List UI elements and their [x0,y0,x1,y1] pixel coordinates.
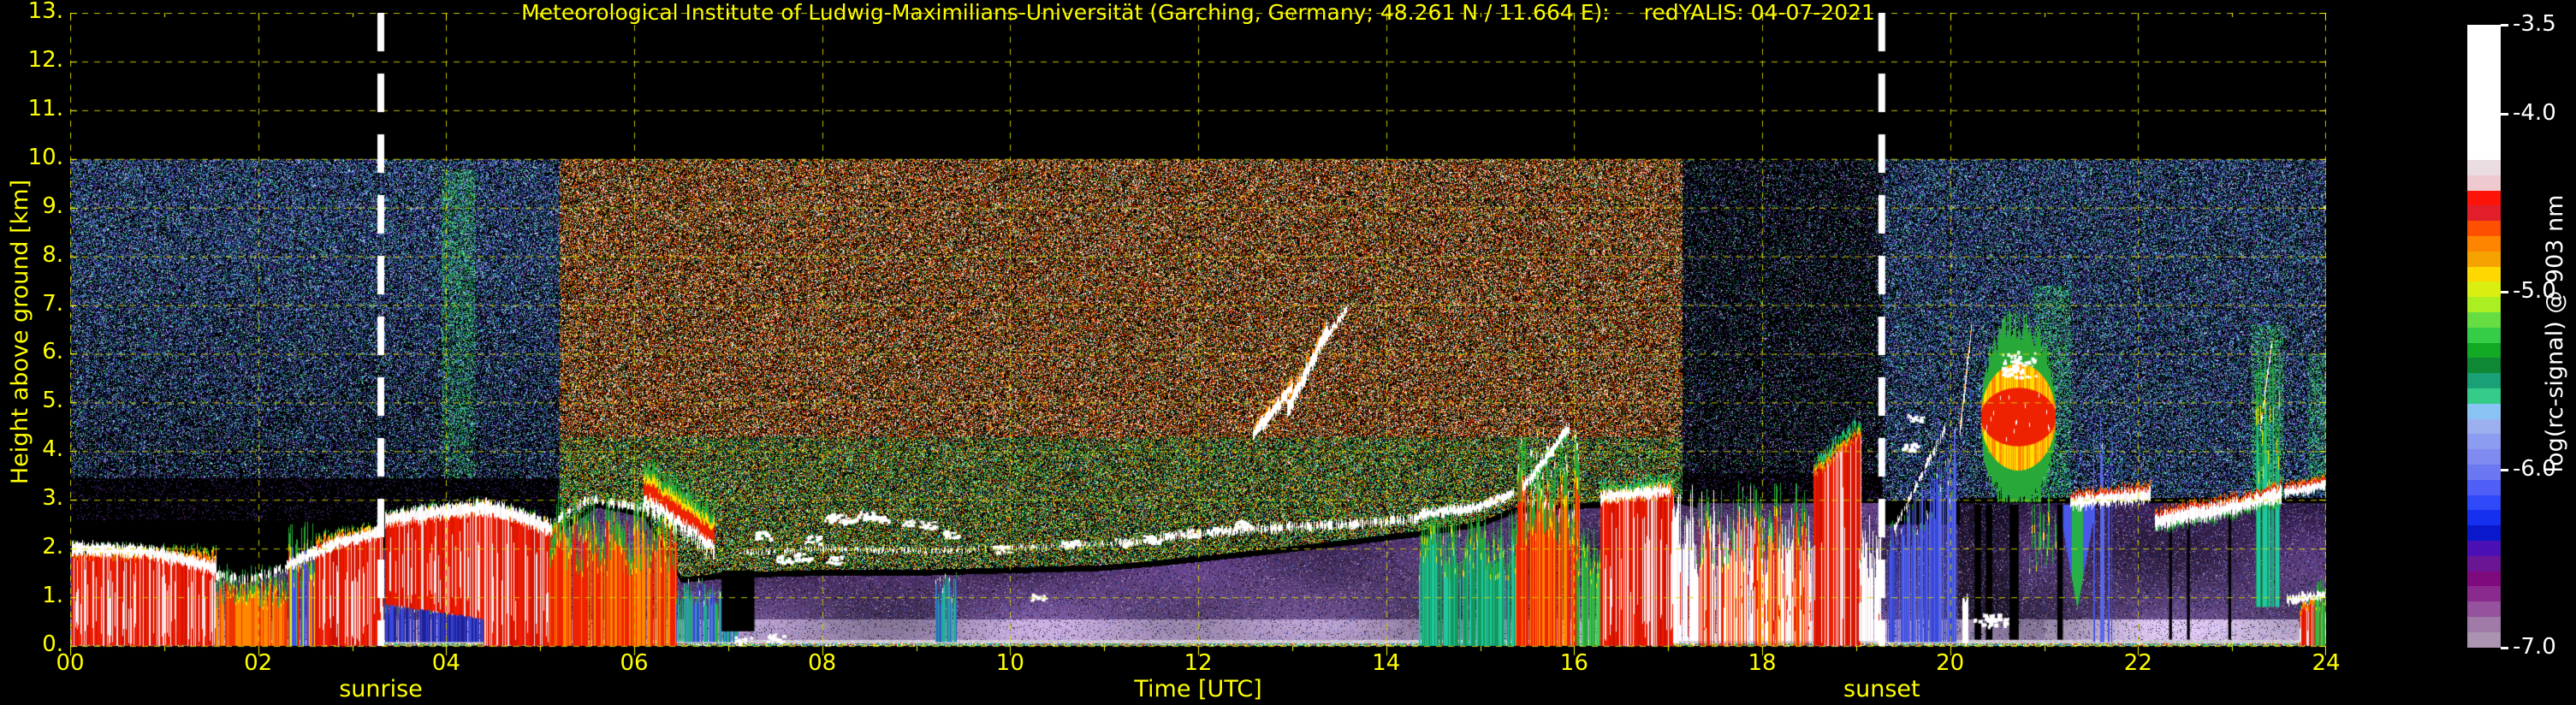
colorbar-band-24 [2467,510,2501,526]
colorbar-band-15 [2467,373,2501,388]
colorbar-band-3 [2467,190,2501,206]
sunrise-annotation: sunrise [339,676,423,702]
sunset-annotation: sunset [1843,676,1920,702]
colorbar-band-4 [2467,205,2501,222]
colorbar-band-5 [2467,221,2501,236]
colorbar-band-31 [2467,616,2501,632]
colorbar-band-6 [2467,235,2501,252]
colorbar-band-9 [2467,281,2501,298]
y-tick-label-13: 13. [27,0,63,24]
colorbar-band-10 [2467,297,2501,312]
colorbar-band-1 [2467,160,2501,175]
colorbar-band-0 [2467,25,2501,160]
y-tick-label-3: 3. [42,485,63,512]
colorbar-tick-label--3.5: -3.5 [2513,11,2556,37]
colorbar-band-19 [2467,434,2501,450]
colorbar-band-23 [2467,495,2501,511]
x-tick-label-02: 02 [244,650,273,676]
y-tick-label-4: 4. [42,436,63,463]
y-tick-label-6: 6. [42,339,63,365]
y-tick-label-5: 5. [42,388,63,414]
colorbar-tick--6.0 [2501,469,2508,471]
colorbar-title: log(rc-signal) @ 903 nm [2542,194,2568,473]
colorbar-band-21 [2467,464,2501,480]
y-tick-label-10: 10. [27,144,63,170]
colorbar-band-2 [2467,175,2501,191]
colorbar-band-7 [2467,251,2501,267]
colorbar-band-20 [2467,449,2501,465]
x-tick-label-06: 06 [620,650,649,676]
colorbar-band-30 [2467,601,2501,617]
colorbar-band-29 [2467,586,2501,602]
colorbar-band-22 [2467,479,2501,495]
colorbar-band-28 [2467,571,2501,587]
colorbar-band-14 [2467,358,2501,374]
colorbar-tick--3.5 [2501,24,2508,27]
colorbar-band-13 [2467,342,2501,358]
x-tick-label-14: 14 [1372,650,1401,676]
y-tick-label-0: 0. [42,631,63,657]
colorbar-band-32 [2467,631,2501,648]
y-tick-label-8: 8. [42,241,63,268]
x-tick-label-24: 24 [2312,650,2341,676]
y-tick-label-2: 2. [42,534,63,560]
y-tick-label-12: 12. [27,46,63,73]
colorbar-tick--5.0 [2501,291,2508,293]
x-tick-label-04: 04 [431,650,460,676]
colorbar-band-26 [2467,540,2501,556]
y-tick-label-9: 9. [42,193,63,219]
colorbar-band-17 [2467,403,2501,419]
x-tick-label-20: 20 [1936,650,1965,676]
colorbar-tick-label--6.0: -6.0 [2513,456,2556,482]
y-tick-label-11: 11. [27,95,63,121]
colorbar-tick-label--7.0: -7.0 [2513,634,2556,660]
colorbar-band-27 [2467,555,2501,572]
colorbar-band-25 [2467,525,2501,541]
x-tick-label-22: 22 [2123,650,2152,676]
lidar-heatmap-canvas [70,13,2326,656]
colorbar-band-8 [2467,266,2501,282]
x-tick-label-18: 18 [1748,650,1777,676]
colorbar [2467,25,2501,648]
y-tick-label-1: 1. [42,583,63,609]
x-axis-title: Time [UTC] [1134,676,1262,702]
x-tick-label-16: 16 [1559,650,1588,676]
colorbar-band-11 [2467,311,2501,328]
y-tick-label-7: 7. [42,290,63,317]
x-tick-label-10: 10 [995,650,1024,676]
x-tick-label-08: 08 [808,650,837,676]
colorbar-band-16 [2467,388,2501,404]
colorbar-band-12 [2467,327,2501,343]
colorbar-tick-label--5.0: -5.0 [2513,278,2556,304]
colorbar-tick--4.0 [2501,113,2508,116]
colorbar-tick-label--4.0: -4.0 [2513,100,2556,126]
colorbar-band-18 [2467,418,2501,435]
x-tick-label-12: 12 [1184,650,1213,676]
colorbar-tick--7.0 [2501,647,2508,649]
x-tick-label-00: 00 [56,650,85,676]
